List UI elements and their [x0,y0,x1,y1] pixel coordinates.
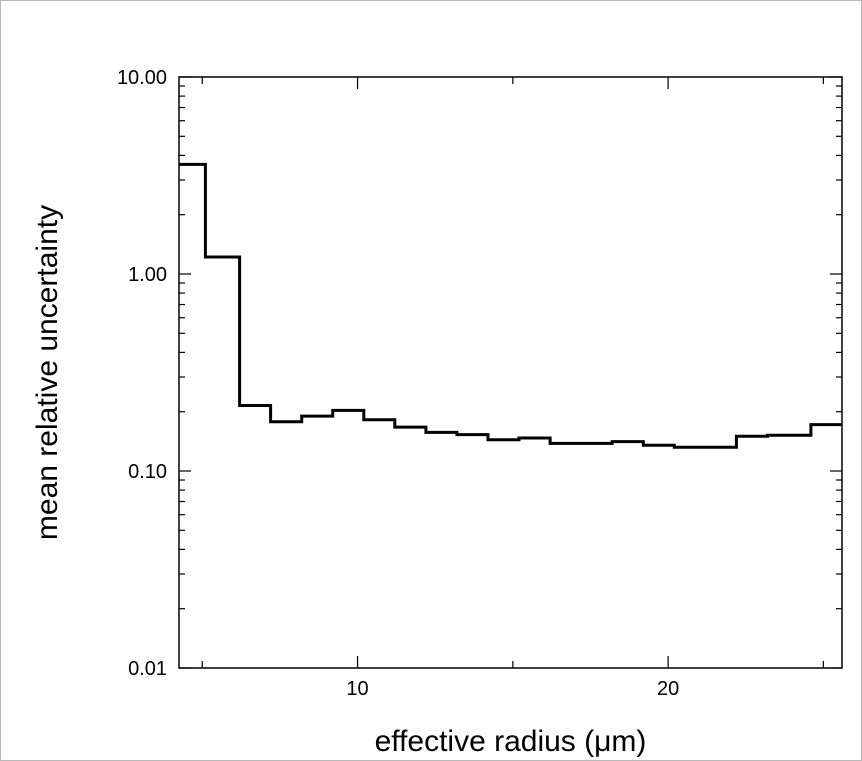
x-tick-label: 20 [657,678,679,700]
x-axis-title: effective radius (μm) [375,725,647,758]
y-tick-label: 0.10 [128,461,167,483]
x-tick-label: 10 [346,678,368,700]
histogram-step-line [179,162,842,449]
ticks-layer: 10.00 1.00 0.10 0.01 10 20 [117,67,842,700]
y-tick-label: 0.01 [128,658,167,680]
plot-area-frame [178,76,843,669]
y-tick-label: 1.00 [128,264,167,286]
y-tick-label: 10.00 [117,67,167,89]
histogram-layer [179,162,842,449]
y-axis-title: mean relative uncertainty [31,205,64,540]
